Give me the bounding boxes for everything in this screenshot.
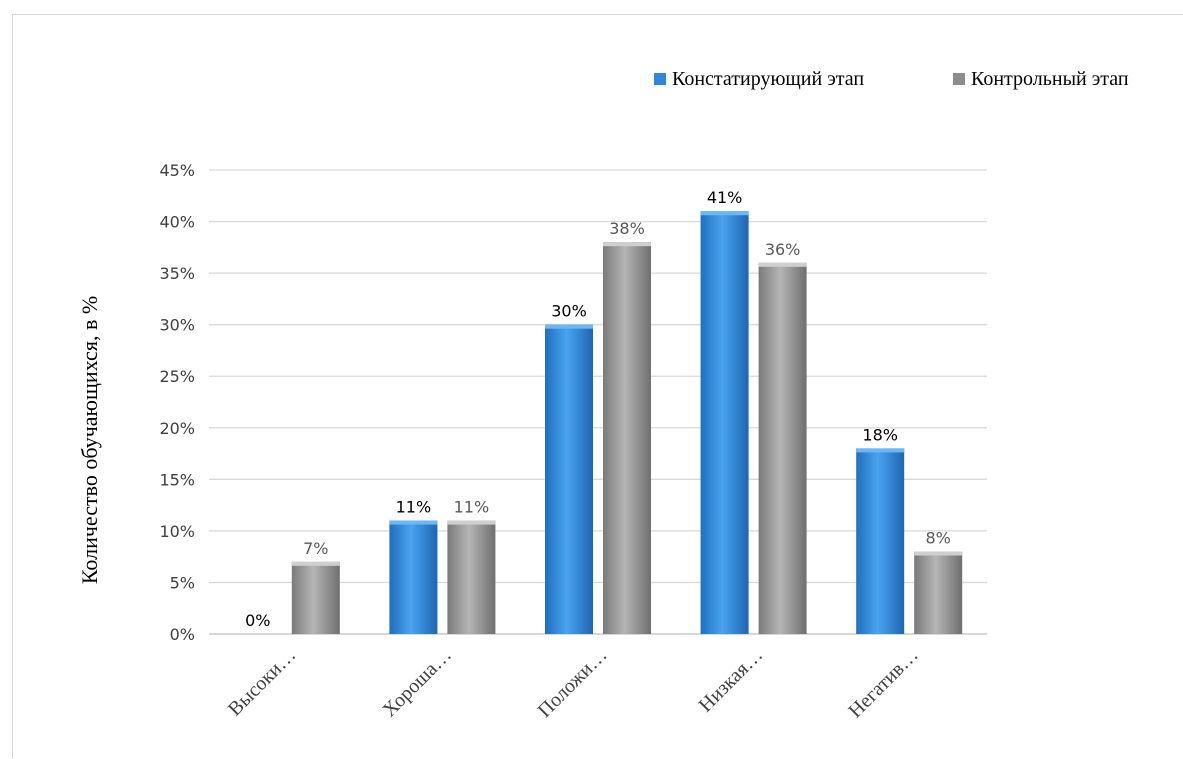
legend: Констатирующий этап Контрольный этап xyxy=(654,68,1129,90)
data-label: 41% xyxy=(707,188,743,207)
y-tick-label: 15% xyxy=(159,470,195,489)
legend-label-series-2: Контрольный этап xyxy=(971,68,1129,90)
y-tick-label: 30% xyxy=(159,316,195,335)
y-tick-label: 25% xyxy=(159,367,195,386)
chart-frame: 0% 7% 11% 11% 30% 38% 41% 36% 18% 8% 0% 5% 10% 15% 20… xyxy=(12,14,1183,758)
bar-top-bevel xyxy=(856,448,905,453)
y-tick-label: 45% xyxy=(159,161,195,180)
bar-series-2-2 xyxy=(447,520,496,634)
bar-top-bevel xyxy=(389,520,438,525)
bar-series-1-2 xyxy=(389,520,438,634)
y-axis-ticks: 0% 5% 10% 15% 20% 25% 30% 35% 40% 45% xyxy=(159,161,195,644)
bar-series-2-3 xyxy=(603,242,651,634)
data-label: 11% xyxy=(454,498,490,517)
data-label: 0% xyxy=(245,611,270,630)
bar-series-2-1 xyxy=(291,561,340,634)
y-tick-label: 35% xyxy=(159,264,195,283)
y-tick-label: 5% xyxy=(170,573,195,592)
legend-swatch-series-2 xyxy=(953,73,965,85)
x-category-label: Низкая… xyxy=(695,644,768,717)
bars-layer xyxy=(291,211,963,634)
bar-top-bevel xyxy=(545,324,593,329)
y-tick-label: 0% xyxy=(170,625,195,644)
data-label: 30% xyxy=(551,302,587,321)
bar-top-bevel xyxy=(914,551,963,556)
data-labels-layer: 0% 7% 11% 11% 30% 38% 41% 36% 18% 8% xyxy=(245,188,951,630)
x-category-label: Негатив… xyxy=(844,644,922,722)
y-tick-label: 40% xyxy=(159,213,195,232)
x-category-label: Хороша… xyxy=(379,644,456,721)
bar-top-bevel xyxy=(758,262,807,267)
legend-label-series-1: Констатирующий этап xyxy=(672,68,864,90)
bar-top-bevel xyxy=(291,561,340,566)
bar-top-bevel xyxy=(603,242,651,247)
data-label: 8% xyxy=(926,529,951,548)
x-axis-categories: Высоки… Хороша… Положи… Низкая… Негатив… xyxy=(224,644,923,722)
legend-swatch-series-1 xyxy=(654,73,666,85)
data-label: 36% xyxy=(765,240,801,259)
data-label: 7% xyxy=(303,539,328,558)
y-tick-label: 20% xyxy=(159,419,195,438)
bar-series-2-5 xyxy=(914,551,963,634)
data-label: 18% xyxy=(862,425,898,444)
bar-top-bevel xyxy=(447,520,496,525)
bar-series-1-5 xyxy=(856,448,905,634)
x-category-label: Положи… xyxy=(534,644,612,722)
bar-series-1-4 xyxy=(700,211,749,634)
data-label: 11% xyxy=(396,498,432,517)
data-label: 38% xyxy=(609,219,645,238)
bar-chart: 0% 7% 11% 11% 30% 38% 41% 36% 18% 8% 0% 5% 10% 15% 20… xyxy=(77,68,1129,722)
y-axis-label: Количество обучающихся, в % xyxy=(77,296,102,584)
bar-series-1-3 xyxy=(545,324,593,634)
y-tick-label: 10% xyxy=(159,522,195,541)
x-category-label: Высоки… xyxy=(224,644,300,720)
bar-top-bevel xyxy=(700,211,749,216)
bar-series-2-4 xyxy=(758,262,807,634)
